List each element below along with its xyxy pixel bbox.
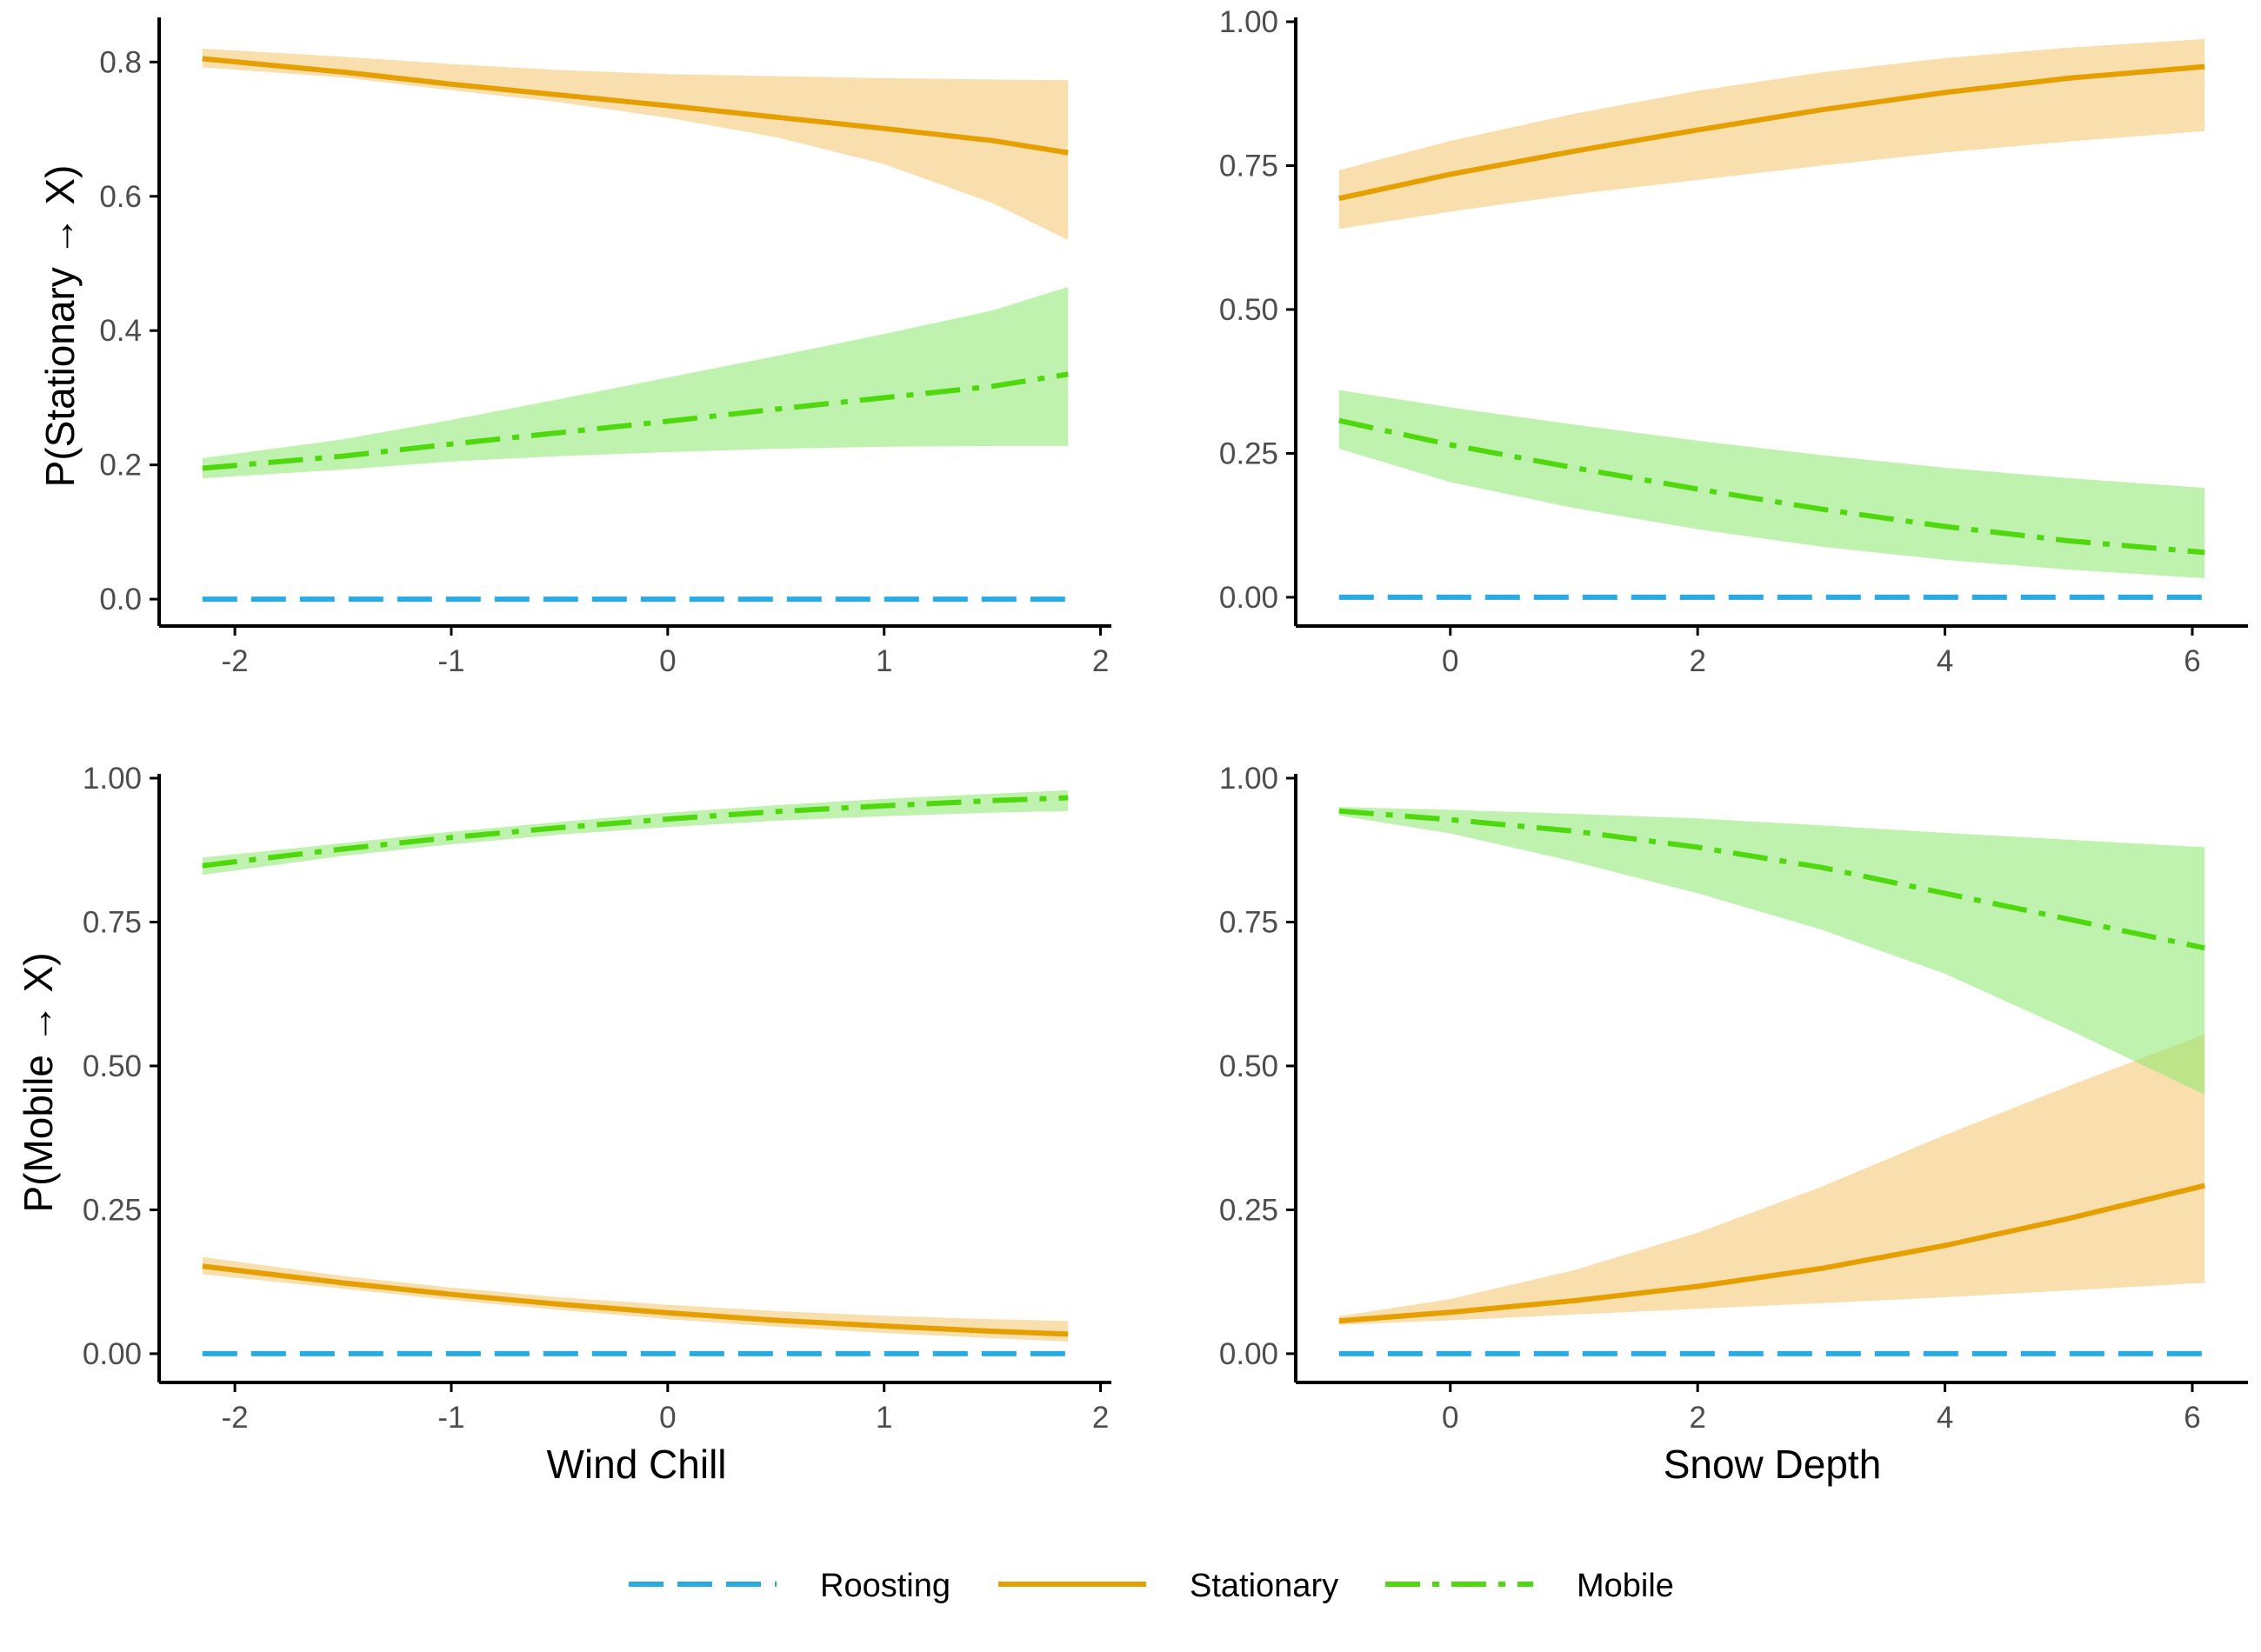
x-tick-label: 6: [2184, 1401, 2200, 1435]
ci-band-mobile: [202, 287, 1069, 479]
series-line-stationary: [1338, 63, 2205, 202]
series-line-stationary: [202, 56, 1069, 156]
ci-band-stationary: [202, 48, 1069, 241]
x-tick-label: 2: [1689, 1401, 1705, 1435]
x-tick-label: 2: [1689, 644, 1705, 678]
x-tick-label: 0: [1442, 644, 1458, 678]
y-tick-label: 1.00: [1219, 5, 1278, 39]
x-tick-label: 1: [876, 1401, 892, 1435]
y-tick-label: 0.50: [83, 1049, 142, 1083]
y-tick-label: 0.75: [1219, 149, 1278, 183]
series-line-mobile: [1338, 417, 2205, 556]
legend-item-mobile: Mobile: [1385, 1568, 1674, 1604]
y-tick-label: 0.75: [83, 905, 142, 939]
series-line-mobile: [202, 371, 1069, 471]
y-tick-label: 0.00: [83, 1337, 142, 1371]
y-axis-title-top: P(Stationary → X): [37, 165, 83, 488]
x-tick-label: 4: [1937, 644, 1953, 678]
y-tick-label: 0.25: [1219, 436, 1278, 470]
y-tick-label: 0.50: [1219, 1049, 1278, 1083]
ci-band-mobile: [1338, 390, 2205, 579]
series-line-mobile: [1338, 808, 2205, 951]
y-tick-label: 0.75: [1219, 905, 1278, 939]
legend: Roosting Stationary Mobile: [629, 1568, 1674, 1604]
legend-label-roosting: Roosting: [820, 1568, 950, 1604]
panel-top-right: 0.00 0.25 0.50 0.75 1.00 0 2 4 6: [1219, 5, 2248, 678]
series-line-stationary: [202, 1263, 1069, 1337]
x-tick-label: -2: [222, 644, 249, 678]
x-tick-label: 6: [2184, 644, 2200, 678]
y-tick-label: 0.50: [1219, 293, 1278, 327]
ci-band-mobile: [1338, 807, 2205, 1095]
series-line-mobile: [202, 795, 1069, 869]
y-axis-title-bottom: P(Mobile → X): [16, 952, 61, 1212]
x-tick-label: 1: [876, 644, 892, 678]
legend-label-stationary: Stationary: [1190, 1568, 1338, 1604]
y-tick-label: 1.00: [83, 762, 142, 796]
y-tick-label: 0.25: [1219, 1193, 1278, 1227]
x-axis-title-right: Snow Depth: [1664, 1442, 1882, 1487]
panel-top-left: 0.0 0.2 0.4 0.6 0.8 -2 -1 0 1 2: [99, 17, 1111, 678]
panel-bottom-right: 0.00 0.25 0.50 0.75 1.00 0 2 4 6: [1219, 762, 2248, 1435]
ci-band-stationary: [1338, 38, 2205, 230]
x-tick-label: -2: [222, 1401, 249, 1435]
ci-band-stationary: [1338, 1034, 2205, 1325]
y-tick-label: 0.4: [99, 314, 142, 348]
x-tick-label: 0: [659, 644, 676, 678]
series-line-stationary: [1338, 1182, 2205, 1324]
legend-item-stationary: Stationary: [998, 1568, 1338, 1604]
ci-band-mobile: [202, 789, 1069, 876]
x-tick-label: 4: [1937, 1401, 1953, 1435]
y-tick-label: 0.6: [99, 180, 142, 214]
legend-item-roosting: Roosting: [629, 1568, 950, 1604]
y-tick-label: 0.0: [99, 583, 142, 616]
y-tick-label: 0.00: [1219, 581, 1278, 615]
x-tick-label: -1: [437, 644, 464, 678]
y-tick-label: 1.00: [1219, 762, 1278, 796]
y-tick-label: 0.8: [99, 45, 142, 79]
x-tick-label: 2: [1092, 644, 1109, 678]
panel-bottom-left: 0.00 0.25 0.50 0.75 1.00 -2 -1 0 1 2: [83, 762, 1111, 1435]
ci-band-stationary: [202, 1256, 1069, 1342]
x-tick-label: 0: [1442, 1401, 1458, 1435]
x-tick-label: -1: [437, 1401, 464, 1435]
legend-label-mobile: Mobile: [1577, 1568, 1674, 1604]
x-axis-title-left: Wind Chill: [546, 1442, 726, 1487]
y-tick-label: 0.25: [83, 1193, 142, 1227]
y-tick-label: 0.2: [99, 449, 142, 483]
x-tick-label: 0: [659, 1401, 676, 1435]
x-tick-label: 2: [1092, 1401, 1109, 1435]
y-tick-label: 0.00: [1219, 1337, 1278, 1371]
